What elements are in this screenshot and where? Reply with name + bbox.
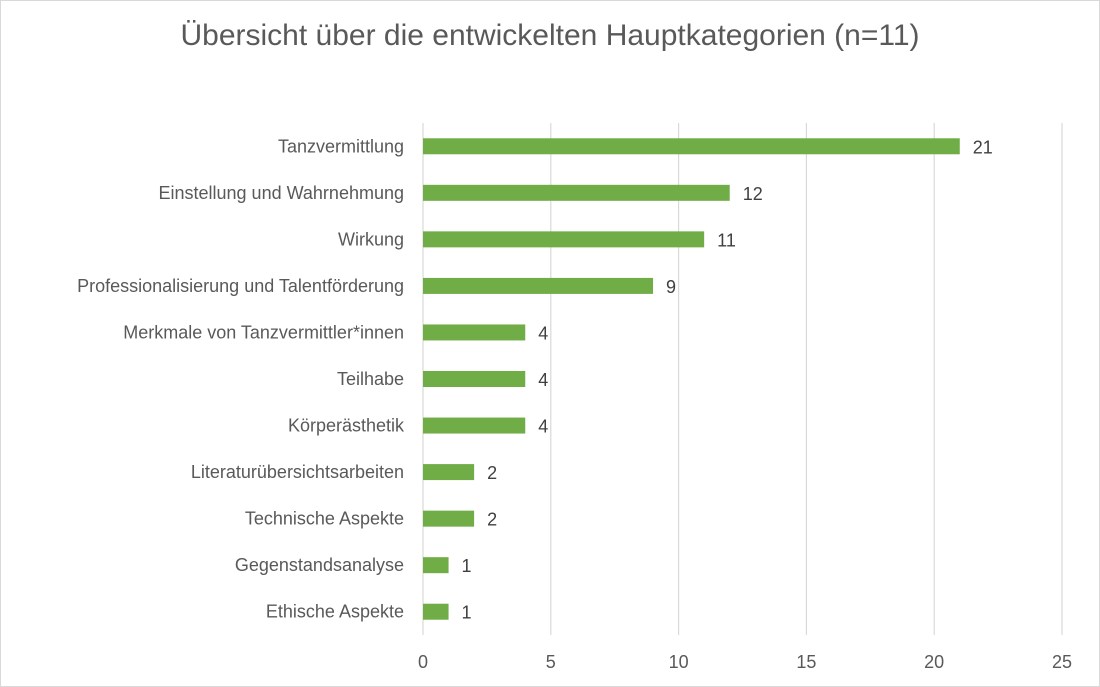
category-label: Professionalisierung und Talentförderung bbox=[77, 276, 404, 296]
category-label: Tanzvermittlung bbox=[278, 136, 404, 156]
bar bbox=[423, 184, 730, 201]
category-label: Technische Aspekte bbox=[245, 509, 404, 529]
bar bbox=[423, 324, 526, 341]
category-label: Teilhabe bbox=[337, 369, 404, 389]
x-tick-label: 20 bbox=[924, 652, 944, 672]
data-label: 2 bbox=[487, 510, 497, 530]
x-tick-label: 10 bbox=[669, 652, 689, 672]
bar bbox=[423, 557, 449, 574]
data-label: 11 bbox=[717, 230, 736, 250]
bar bbox=[423, 138, 960, 155]
bar bbox=[423, 510, 475, 527]
x-tick-label: 25 bbox=[1052, 652, 1072, 672]
category-label: Körperästhetik bbox=[288, 416, 405, 436]
data-label: 21 bbox=[973, 137, 993, 157]
bar bbox=[423, 277, 654, 294]
data-label: 12 bbox=[743, 184, 763, 204]
bar bbox=[423, 603, 449, 620]
bar bbox=[423, 417, 526, 434]
data-label: 9 bbox=[666, 277, 676, 297]
data-label: 4 bbox=[538, 323, 548, 343]
data-label: 2 bbox=[487, 463, 497, 483]
category-label: Literaturübersichtsarbeiten bbox=[191, 462, 404, 482]
category-label: Gegenstandsanalyse bbox=[235, 555, 404, 575]
category-label: Merkmale von Tanzvermittler*innen bbox=[123, 322, 404, 342]
data-label: 4 bbox=[538, 370, 548, 390]
bar bbox=[423, 464, 475, 481]
data-label: 1 bbox=[462, 556, 472, 576]
category-label: Einstellung und Wahrnehmung bbox=[159, 183, 405, 203]
x-tick-label: 15 bbox=[796, 652, 816, 672]
x-tick-label: 5 bbox=[546, 652, 556, 672]
category-label: Ethische Aspekte bbox=[266, 602, 404, 622]
category-label: Wirkung bbox=[338, 229, 404, 249]
data-label: 4 bbox=[538, 417, 548, 437]
bar bbox=[423, 371, 526, 387]
bar bbox=[423, 231, 705, 248]
data-label: 1 bbox=[462, 603, 472, 623]
chart-title: Übersicht über die entwickelten Hauptkat… bbox=[180, 19, 920, 52]
x-tick-label: 0 bbox=[418, 652, 428, 672]
